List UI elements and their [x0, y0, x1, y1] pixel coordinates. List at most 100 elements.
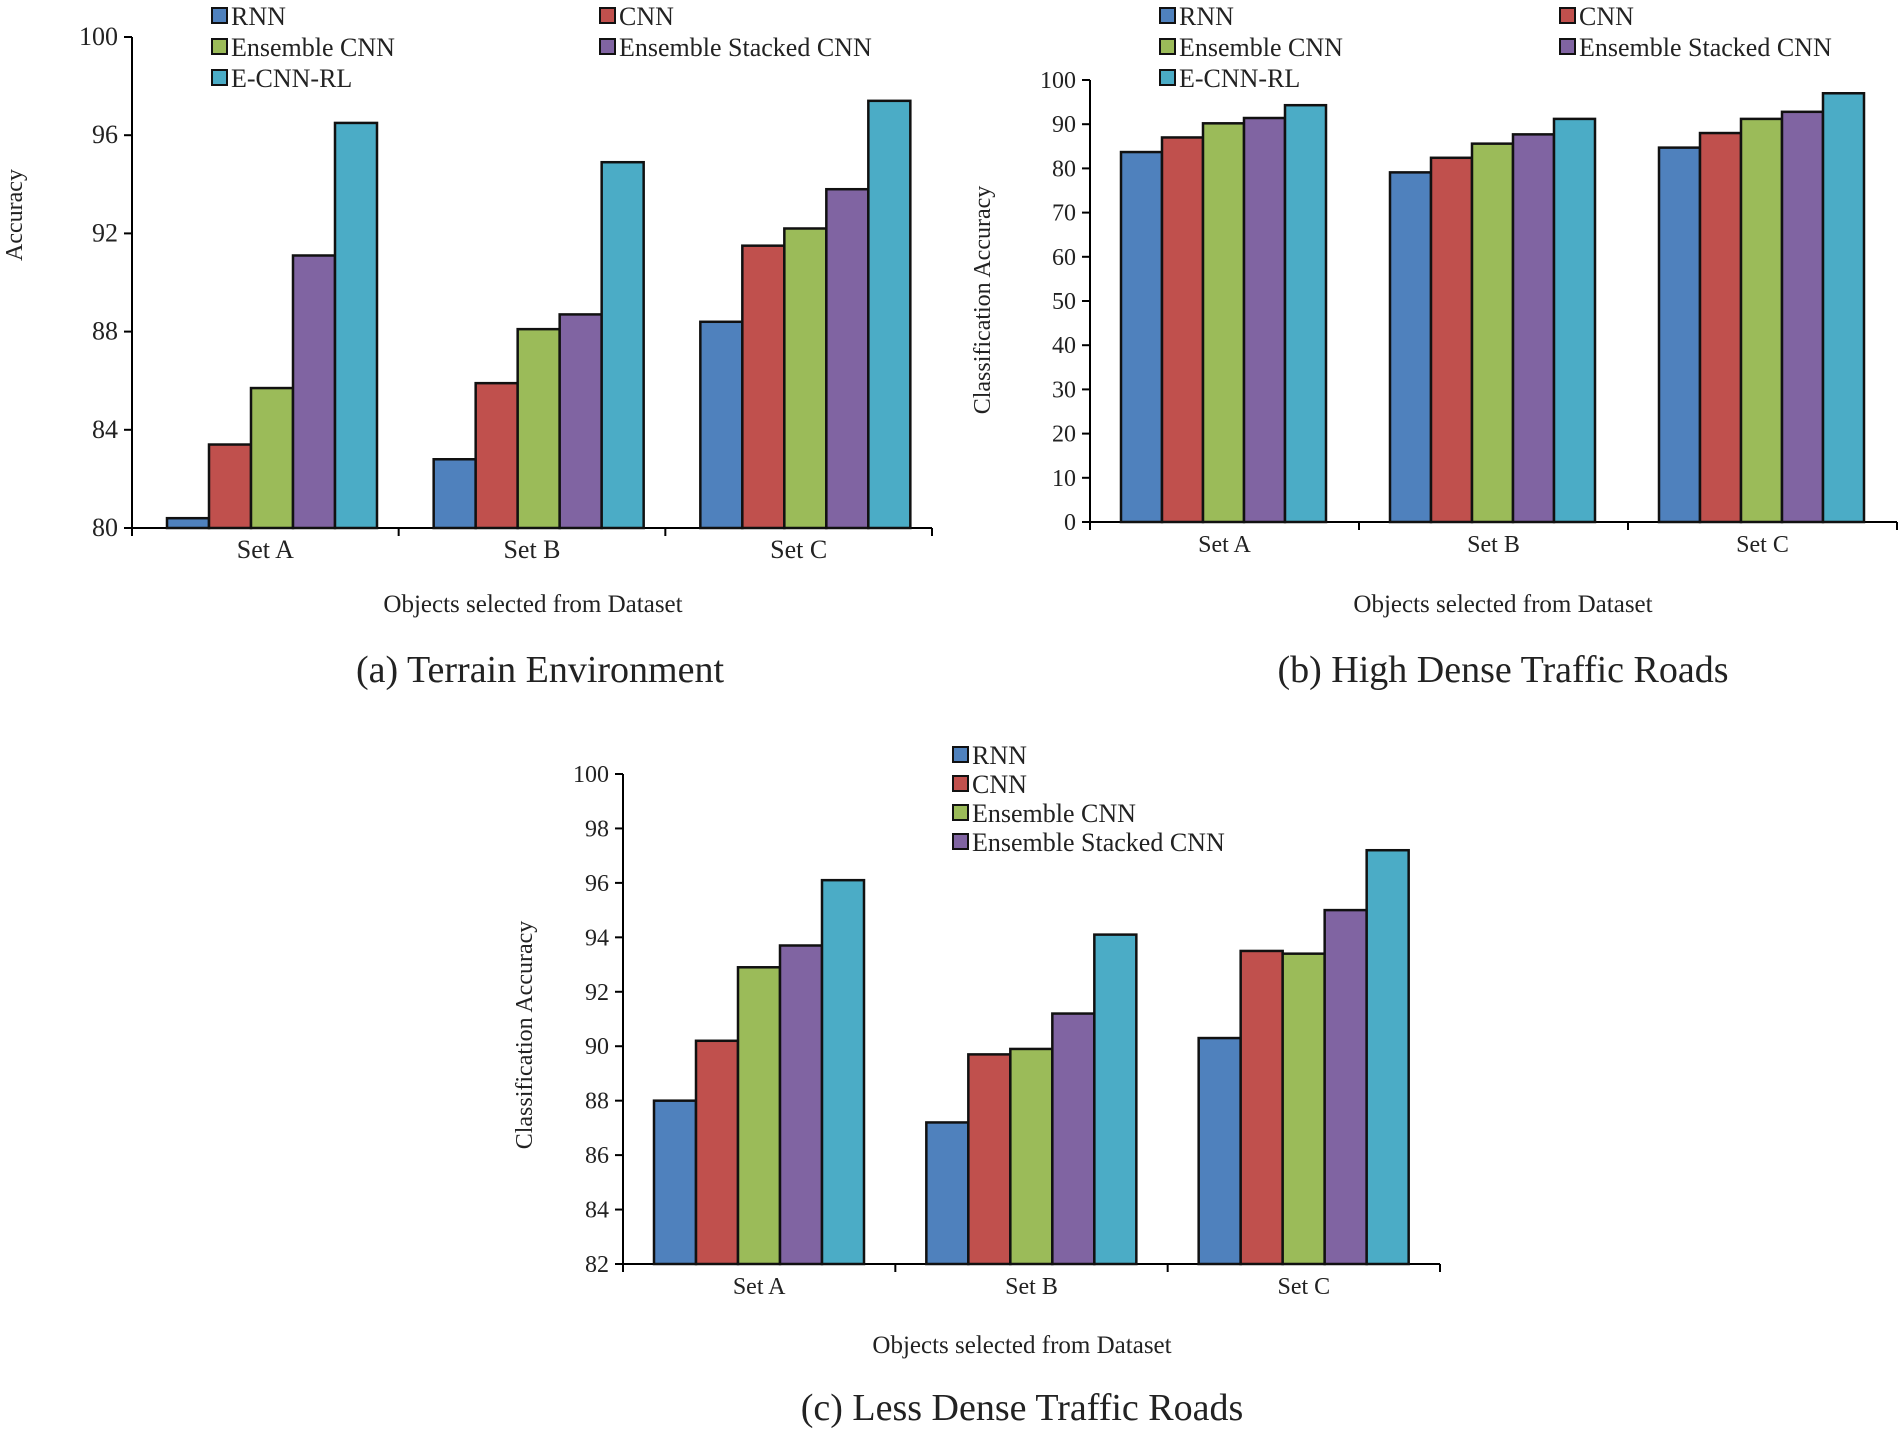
legend-item: Ensemble CNN [1159, 33, 1343, 62]
legend-swatch [1159, 38, 1176, 55]
bar-rnn-set-a [165, 516, 211, 530]
legend-swatch [211, 7, 228, 24]
bar-e-cnn-rl-set-c [1821, 92, 1866, 524]
x-tick-label: Set B [1467, 532, 1520, 558]
bar-ensemble-stacked-cnn-set-a [291, 254, 337, 530]
bar-ensemble-stacked-cnn-set-b [1051, 1012, 1096, 1266]
bar-e-cnn-rl-set-c [867, 99, 912, 530]
legend-item: Ensemble Stacked CNN [599, 33, 872, 62]
y-tick-label: 80 [1052, 156, 1076, 182]
legend-label: CNN [972, 770, 1027, 799]
bar-cnn-set-c [741, 244, 786, 530]
legend-swatch [1559, 38, 1576, 55]
bar-ensemble-cnn-set-c [1739, 117, 1784, 524]
bar-e-cnn-rl-set-a [333, 121, 379, 530]
legend-label: Ensemble CNN [972, 799, 1136, 828]
bar-e-cnn-rl-set-b [1093, 933, 1138, 1266]
legend-label: Ensemble Stacked CNN [1579, 33, 1832, 62]
bar-cnn-set-a [694, 1039, 740, 1266]
bar-rnn-set-c [1197, 1036, 1242, 1266]
y-tick-label: 96 [92, 120, 118, 149]
y-tick-label: 50 [1052, 289, 1076, 315]
bar-ensemble-cnn-set-a [736, 966, 782, 1266]
legend-item: Ensemble CNN [211, 33, 395, 62]
y-tick-label: 100 [1040, 68, 1076, 94]
legend-swatch [599, 38, 616, 55]
legend-item: CNN [599, 2, 674, 31]
bar-ensemble-stacked-cnn-set-c [1323, 908, 1368, 1266]
y-tick-label: 100 [79, 22, 118, 51]
y-tick-label: 86 [585, 1143, 609, 1169]
legend-swatch [952, 746, 969, 763]
bar-rnn-set-a [1119, 150, 1164, 524]
bar-ensemble-cnn-set-c [1281, 952, 1326, 1266]
legend-label: CNN [619, 2, 674, 31]
legend-label: E-CNN-RL [231, 64, 352, 93]
bar-rnn-set-a [652, 1099, 698, 1266]
y-tick-label: 0 [1064, 510, 1076, 536]
legend-label: Ensemble Stacked CNN [619, 33, 872, 62]
y-tick-label: 80 [92, 513, 118, 542]
y-tick-label: 40 [1052, 333, 1076, 359]
legend-label: CNN [1579, 2, 1634, 31]
legend-item: Ensemble Stacked CNN [952, 828, 1225, 857]
legend-swatch [599, 7, 616, 24]
y-axis-label: Accuracy [2, 169, 28, 261]
y-tick-label: 88 [92, 317, 118, 346]
bar-cnn-set-c [1239, 949, 1284, 1266]
bar-ensemble-stacked-cnn-set-a [778, 944, 824, 1266]
bar-ensemble-cnn-set-b [516, 327, 561, 530]
bar-ensemble-cnn-set-a [1201, 122, 1246, 524]
bar-cnn-set-a [1160, 136, 1205, 524]
bar-rnn-set-c [699, 320, 744, 530]
bar-rnn-set-b [925, 1121, 970, 1266]
bar-ensemble-stacked-cnn-set-c [825, 187, 870, 530]
legend-label: RNN [231, 2, 286, 31]
legend-label: Ensemble CNN [231, 33, 395, 62]
legend-item: E-CNN-RL [211, 64, 352, 93]
y-tick-label: 30 [1052, 377, 1076, 403]
legend-swatch [211, 38, 228, 55]
chart-panel-c: Classification Accuracy Objects selected… [512, 741, 1441, 1429]
y-tick-label: 88 [585, 1089, 609, 1115]
x-axis-label: Objects selected from Dataset [872, 1332, 1171, 1359]
legend-label: Ensemble Stacked CNN [972, 828, 1225, 857]
bar-rnn-set-b [432, 458, 477, 530]
legend-swatch [1159, 69, 1176, 86]
y-axis-label: Classification Accuracy [970, 186, 996, 415]
x-tick-label: Set A [237, 535, 294, 564]
bar-e-cnn-rl-set-b [600, 160, 645, 530]
bar-ensemble-cnn-set-a [249, 386, 295, 530]
chart-caption: (c) Less Dense Traffic Roads [801, 1387, 1244, 1429]
y-tick-label: 96 [585, 871, 609, 897]
legend-item: Ensemble CNN [952, 799, 1136, 828]
y-tick-label: 20 [1052, 422, 1076, 448]
bar-ensemble-stacked-cnn-set-b [558, 313, 603, 530]
bar-ensemble-cnn-set-b [1470, 142, 1515, 524]
legend-swatch [952, 804, 969, 821]
y-tick-label: 60 [1052, 245, 1076, 271]
x-axis-label: Objects selected from Dataset [383, 591, 682, 618]
bar-e-cnn-rl-set-b [1552, 117, 1597, 524]
y-tick-label: 98 [585, 816, 609, 842]
bar-e-cnn-rl-set-a [1283, 103, 1328, 524]
y-tick-label: 70 [1052, 201, 1076, 227]
legend-item: RNN [952, 741, 1027, 770]
bar-e-cnn-rl-set-a [820, 878, 866, 1266]
bar-cnn-set-b [474, 381, 519, 530]
chart-panel-b: Classification Accuracy Objects selected… [970, 2, 1898, 691]
y-tick-label: 90 [585, 1034, 609, 1060]
bar-ensemble-stacked-cnn-set-b [1511, 133, 1556, 524]
y-tick-label: 82 [585, 1252, 609, 1278]
bar-cnn-set-a [207, 443, 253, 530]
legend-swatch [211, 69, 228, 86]
bar-ensemble-cnn-set-b [1009, 1047, 1054, 1266]
y-tick-label: 84 [585, 1198, 609, 1224]
y-axis-label: Classification Accuracy [512, 921, 538, 1150]
bar-ensemble-stacked-cnn-set-c [1780, 110, 1825, 524]
y-tick-label: 92 [92, 218, 118, 247]
bar-e-cnn-rl-set-c [1365, 848, 1410, 1266]
legend-item: Ensemble Stacked CNN [1559, 33, 1832, 62]
legend-item: E-CNN-RL [1159, 64, 1300, 93]
